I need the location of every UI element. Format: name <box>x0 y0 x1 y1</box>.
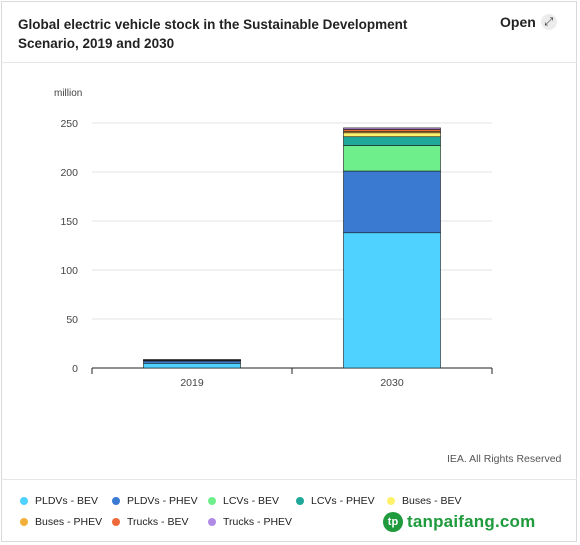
open-button[interactable]: Open ⤢ <box>500 14 557 30</box>
y-tick-label: 200 <box>60 167 78 179</box>
legend-swatch <box>208 497 216 505</box>
legend-label: PLDVs - PHEV <box>127 495 198 507</box>
credit-text: IEA. All Rights Reserved <box>447 453 562 465</box>
header-divider <box>1 62 577 63</box>
watermark-logo-icon: tp <box>383 512 403 532</box>
legend-divider <box>1 479 577 480</box>
legend-item[interactable]: Buses - BEV <box>387 495 462 507</box>
legend-swatch <box>112 518 120 526</box>
watermark: tp tanpaifang.com <box>383 512 535 532</box>
bar-segment <box>343 127 441 130</box>
legend-swatch <box>387 497 395 505</box>
y-tick-label: 250 <box>60 118 78 130</box>
legend-item[interactable]: PLDVs - BEV <box>20 495 98 507</box>
legend-swatch <box>296 497 304 505</box>
legend-label: PLDVs - BEV <box>35 495 99 507</box>
y-tick-label: 50 <box>66 314 78 326</box>
watermark-text: tanpaifang.com <box>407 512 536 531</box>
x-tick-label: 2030 <box>380 377 404 389</box>
chart-title: Global electric vehicle stock in the Sus… <box>18 17 408 51</box>
legend-label: LCVs - PHEV <box>311 495 375 507</box>
legend-item[interactable]: Trucks - BEV <box>112 516 188 528</box>
y-tick-label: 150 <box>60 216 78 228</box>
open-button-label: Open <box>500 14 536 30</box>
legend-item[interactable]: Buses - PHEV <box>20 516 102 528</box>
expand-icon: ⤢ <box>540 14 557 30</box>
bar-segment <box>343 170 441 234</box>
legend-item[interactable]: PLDVs - PHEV <box>112 495 198 507</box>
x-tick-label: 2019 <box>180 377 204 389</box>
legend-label: Trucks - PHEV <box>223 516 293 528</box>
stacked-bar-chart: 0 50 100 150 200 250 2019 2030 <box>60 118 493 389</box>
legend-swatch <box>208 518 216 526</box>
bar-segment <box>343 232 441 369</box>
legend-label: Buses - BEV <box>402 495 462 507</box>
legend-item[interactable]: Trucks - PHEV <box>208 516 292 528</box>
legend-swatch <box>112 497 120 505</box>
bar-segment <box>343 136 441 146</box>
y-axis-unit-label: million <box>54 88 83 99</box>
legend-label: LCVs - BEV <box>223 495 280 507</box>
legend-label: Trucks - BEV <box>127 516 189 528</box>
bar-segment <box>143 362 241 369</box>
legend-swatch <box>20 497 28 505</box>
legend-label: Buses - PHEV <box>35 516 103 528</box>
legend-item[interactable]: LCVs - PHEV <box>296 495 375 507</box>
y-tick-label: 100 <box>60 265 78 277</box>
legend-item[interactable]: LCVs - BEV <box>208 495 279 507</box>
bar-segment <box>343 145 441 172</box>
legend-swatch <box>20 518 28 526</box>
bar-segment <box>143 359 241 361</box>
y-tick-label: 0 <box>72 363 78 375</box>
bar-segment <box>343 132 441 138</box>
